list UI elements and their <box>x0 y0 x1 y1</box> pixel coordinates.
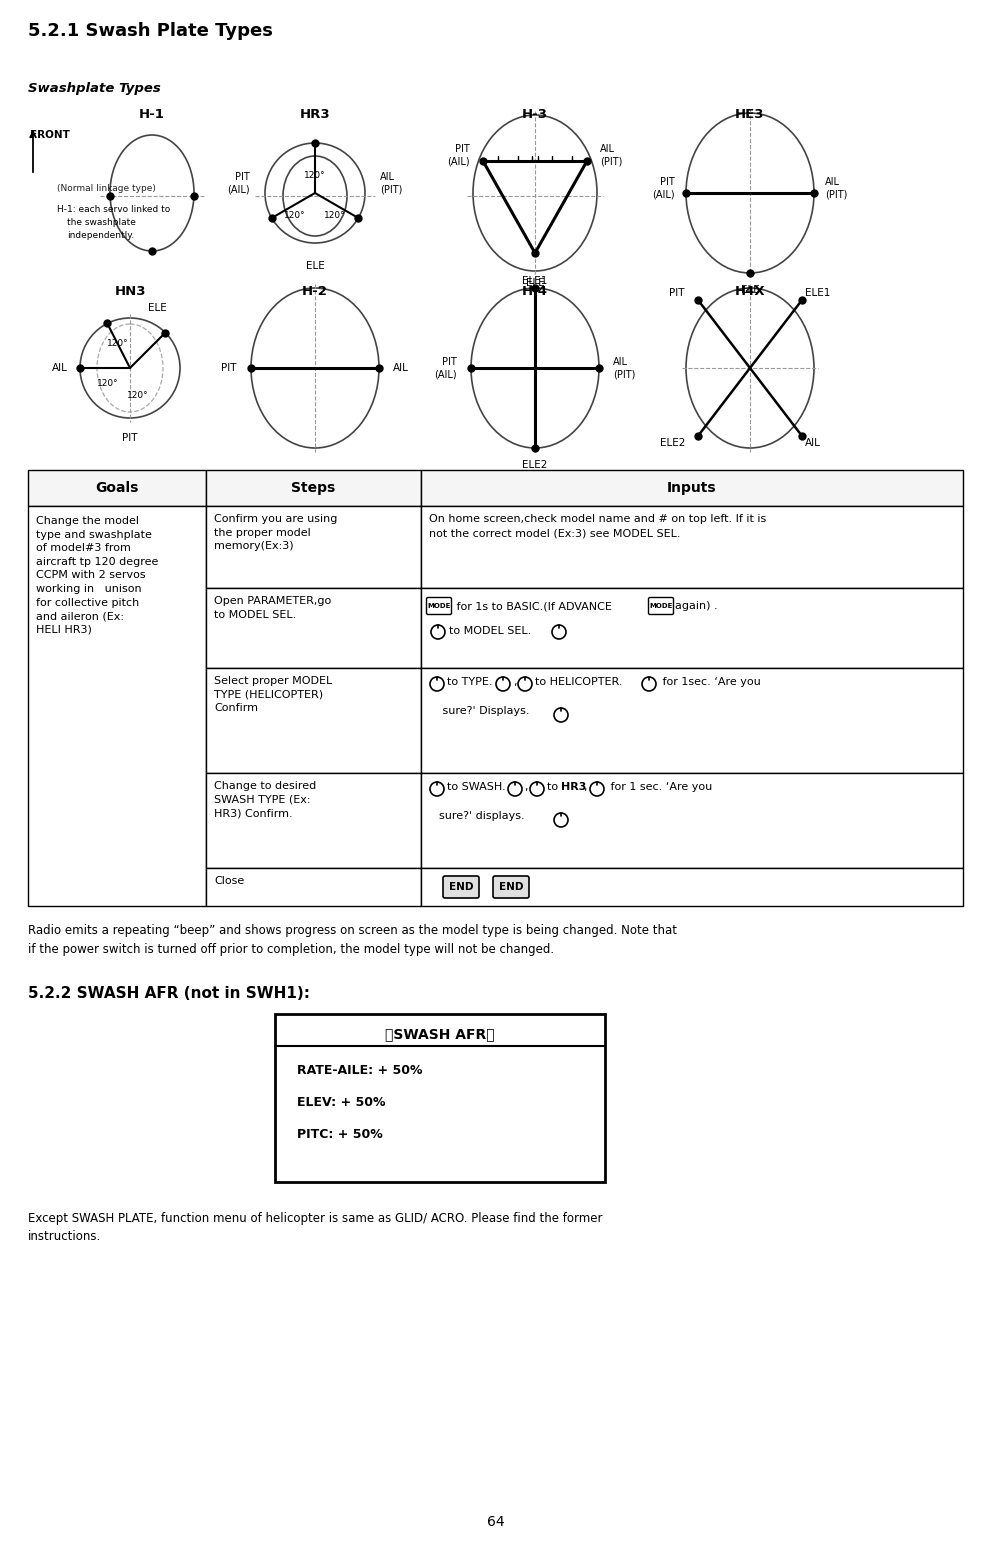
Text: FRONT: FRONT <box>30 130 70 139</box>
Text: Radio emits a repeating “beep” and shows progress on screen as the model type is: Radio emits a repeating “beep” and shows… <box>28 925 677 956</box>
Bar <box>206 589 421 668</box>
Text: to SWASH.: to SWASH. <box>447 782 505 792</box>
Bar <box>421 589 963 668</box>
Text: PIT: PIT <box>669 288 685 297</box>
Bar <box>421 668 963 773</box>
Text: Swashplate Types: Swashplate Types <box>28 82 161 94</box>
Text: H-3: H-3 <box>522 108 548 121</box>
Text: H-1: each servo linked to: H-1: each servo linked to <box>57 204 170 214</box>
Text: PIT
(AIL): PIT (AIL) <box>448 144 470 166</box>
Text: ELE: ELE <box>525 277 544 288</box>
Text: END: END <box>449 881 474 892</box>
Text: 120°: 120° <box>107 339 129 349</box>
Text: the swashplate: the swashplate <box>67 218 136 228</box>
Bar <box>421 867 963 906</box>
Text: AIL
(PIT): AIL (PIT) <box>380 172 402 194</box>
Text: ,: , <box>513 677 516 688</box>
Bar <box>421 469 963 507</box>
Text: ,: , <box>584 782 598 792</box>
Text: PIT
(AIL): PIT (AIL) <box>652 177 675 200</box>
FancyBboxPatch shape <box>443 877 479 898</box>
Text: END: END <box>498 881 523 892</box>
Text: H-4: H-4 <box>522 285 548 297</box>
Text: sure?' Displays.: sure?' Displays. <box>439 706 529 716</box>
Text: ELE: ELE <box>741 285 760 294</box>
Text: H4X: H4X <box>735 285 766 297</box>
Bar <box>206 668 421 773</box>
Text: (Normal linkage type): (Normal linkage type) <box>57 183 156 192</box>
FancyBboxPatch shape <box>493 877 529 898</box>
Text: H-1: H-1 <box>139 108 165 121</box>
Text: to: to <box>547 782 562 792</box>
Bar <box>421 507 963 589</box>
Text: MODE: MODE <box>427 603 451 609</box>
Text: H-2: H-2 <box>302 285 328 297</box>
Text: AIL: AIL <box>393 362 409 373</box>
Text: 5.2.2 SWASH AFR (not in SWH1):: 5.2.2 SWASH AFR (not in SWH1): <box>28 987 310 1001</box>
Text: Change the model
type and swashplate
of model#3 from
aircraft tp 120 degree
CCPM: Change the model type and swashplate of … <box>36 516 158 635</box>
Text: ELE: ELE <box>148 304 167 313</box>
Text: 120°: 120° <box>284 211 306 220</box>
Text: AIL: AIL <box>805 438 821 448</box>
Text: 5.2.1 Swash Plate Types: 5.2.1 Swash Plate Types <box>28 22 273 40</box>
Text: to TYPE.: to TYPE. <box>447 677 493 688</box>
Bar <box>206 867 421 906</box>
Text: 64: 64 <box>488 1515 504 1529</box>
Text: again) .: again) . <box>675 601 718 610</box>
Text: Except SWASH PLATE, function menu of helicopter is same as GLID/ ACRO. Please fi: Except SWASH PLATE, function menu of hel… <box>28 1211 603 1244</box>
Text: Steps: Steps <box>291 482 336 496</box>
Text: 120°: 120° <box>127 390 149 400</box>
Text: for 1s to BASIC.(If ADVANCE: for 1s to BASIC.(If ADVANCE <box>453 601 612 610</box>
Bar <box>275 1015 605 1182</box>
Text: HE3: HE3 <box>735 108 765 121</box>
Text: AIL
(PIT): AIL (PIT) <box>825 177 847 200</box>
Text: PITC: + 50%: PITC: + 50% <box>297 1128 382 1142</box>
Text: PIT: PIT <box>122 434 138 443</box>
Text: Open PARAMETER,go
to MODEL SEL.: Open PARAMETER,go to MODEL SEL. <box>214 596 332 620</box>
Text: 120°: 120° <box>304 170 326 180</box>
Text: HR3: HR3 <box>300 108 331 121</box>
Text: Confirm you are using
the proper model
memory(Ex:3): Confirm you are using the proper model m… <box>214 514 338 551</box>
Bar <box>28 507 206 906</box>
Text: to HELICOPTER.: to HELICOPTER. <box>535 677 623 688</box>
Bar <box>28 469 206 507</box>
Text: to MODEL SEL.: to MODEL SEL. <box>449 626 531 637</box>
FancyBboxPatch shape <box>648 598 673 615</box>
Bar <box>421 773 963 867</box>
Text: for 1sec. ‘Are you: for 1sec. ‘Are you <box>659 677 761 688</box>
Text: Change to desired
SWASH TYPE (Ex:
HR3) Confirm.: Change to desired SWASH TYPE (Ex: HR3) C… <box>214 781 316 818</box>
Bar <box>206 469 421 507</box>
Text: sure?' displays.: sure?' displays. <box>439 812 524 821</box>
Text: 120°: 120° <box>324 211 346 220</box>
Text: Select proper MODEL
TYPE (HELICOPTER)
Confirm: Select proper MODEL TYPE (HELICOPTER) Co… <box>214 675 333 713</box>
Text: HN3: HN3 <box>114 285 146 297</box>
Text: ELE: ELE <box>306 260 325 271</box>
Text: AIL
(PIT): AIL (PIT) <box>600 144 623 166</box>
Text: AIL
(PIT): AIL (PIT) <box>613 356 636 380</box>
Text: independently.: independently. <box>67 231 134 240</box>
Text: RATE-AILE: + 50%: RATE-AILE: + 50% <box>297 1064 422 1077</box>
Text: PIT: PIT <box>221 362 237 373</box>
Text: 【SWASH AFR】: 【SWASH AFR】 <box>385 1027 495 1041</box>
Text: PIT
(AIL): PIT (AIL) <box>434 356 457 380</box>
Text: for 1 sec. ‘Are you: for 1 sec. ‘Are you <box>607 782 712 792</box>
Text: ELE2: ELE2 <box>522 460 548 469</box>
Text: MODE: MODE <box>649 603 672 609</box>
Text: HR3: HR3 <box>561 782 587 792</box>
Text: PIT
(AIL): PIT (AIL) <box>227 172 250 194</box>
Text: Goals: Goals <box>95 482 139 496</box>
Bar <box>206 773 421 867</box>
Text: ELE1: ELE1 <box>522 276 548 287</box>
Text: Close: Close <box>214 877 244 886</box>
Text: ELE1: ELE1 <box>805 288 830 297</box>
Text: On home screen,check model name and # on top left. If it is
not the correct mode: On home screen,check model name and # on… <box>429 514 767 538</box>
Text: AIL: AIL <box>52 362 68 373</box>
Text: ,: , <box>525 782 535 792</box>
Text: ELE2: ELE2 <box>659 438 685 448</box>
Text: 120°: 120° <box>97 380 119 387</box>
FancyBboxPatch shape <box>427 598 452 615</box>
Text: Inputs: Inputs <box>667 482 717 496</box>
Text: ELEV: + 50%: ELEV: + 50% <box>297 1097 385 1109</box>
Bar <box>206 507 421 589</box>
